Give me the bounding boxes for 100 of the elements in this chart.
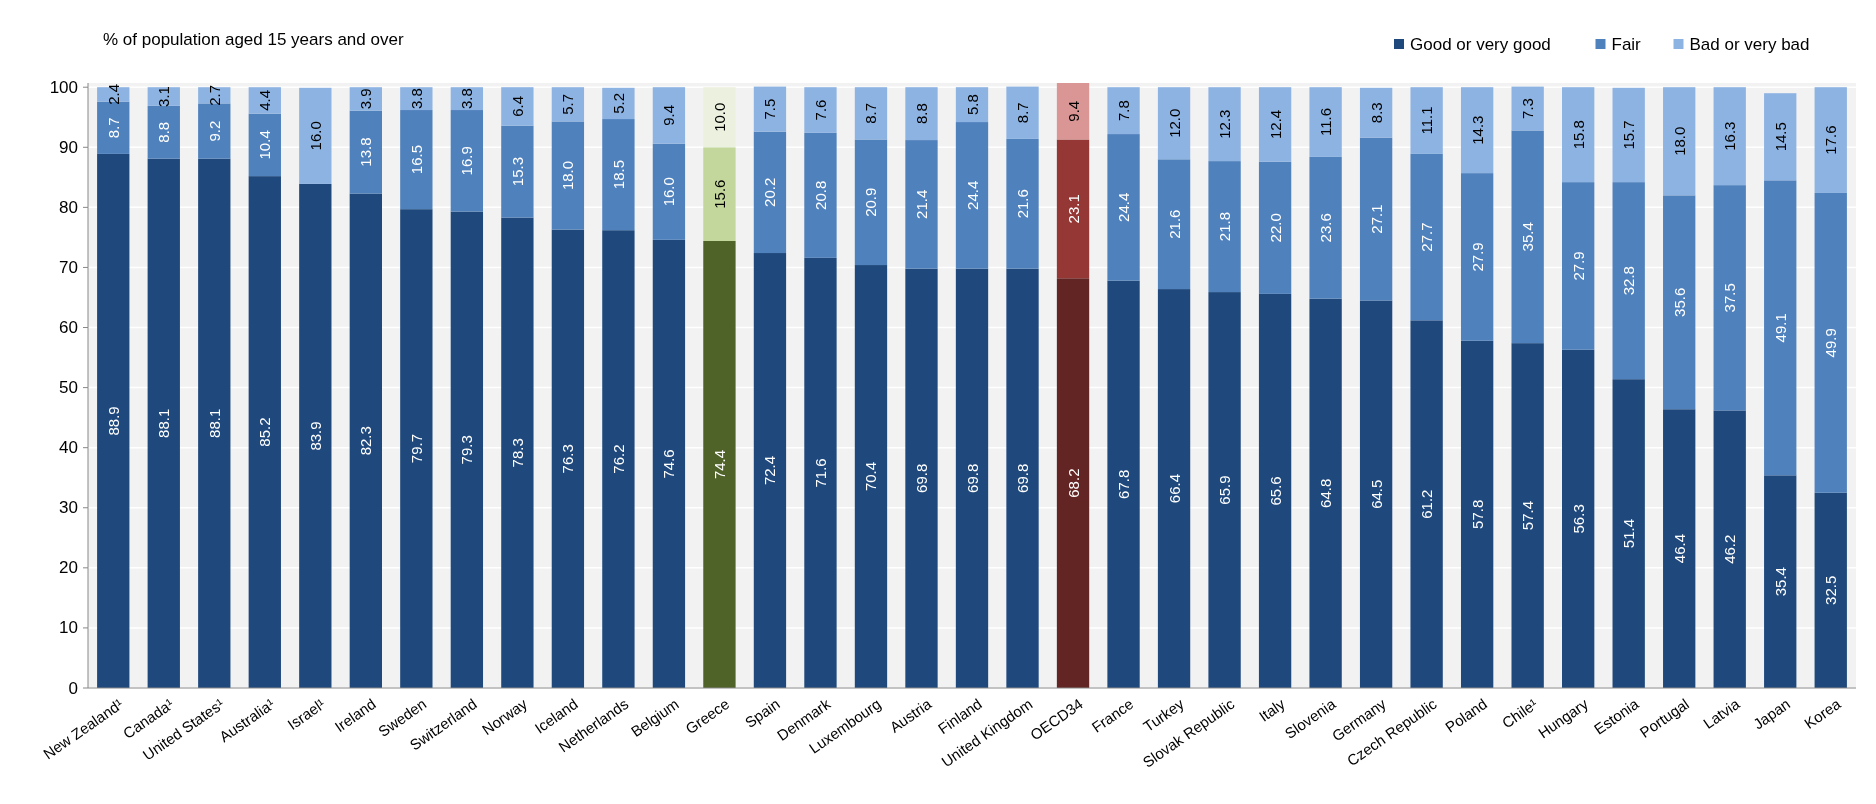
bar xyxy=(1359,300,1393,688)
bar xyxy=(1764,180,1797,476)
data-label: 2.7 xyxy=(205,84,223,106)
bar xyxy=(551,87,585,122)
data-label: 11.6 xyxy=(1317,108,1335,137)
bar xyxy=(1359,87,1393,138)
data-label: 4.4 xyxy=(256,89,274,111)
y-tick-label: 80 xyxy=(59,197,78,217)
bar xyxy=(905,87,938,141)
bar xyxy=(501,217,534,688)
data-label: 32.8 xyxy=(1620,266,1638,296)
data-label: 20.2 xyxy=(761,177,779,207)
bar xyxy=(349,193,382,688)
data-label: 16.0 xyxy=(660,177,678,207)
bar xyxy=(955,268,989,688)
data-label: 24.4 xyxy=(963,180,981,210)
data-label: 15.8 xyxy=(1569,120,1587,150)
bar xyxy=(804,257,837,688)
bar xyxy=(955,122,989,269)
bar xyxy=(1663,409,1696,688)
bar xyxy=(450,211,484,688)
bar xyxy=(753,253,787,688)
bar xyxy=(1309,87,1342,157)
bar xyxy=(1814,87,1847,193)
bar xyxy=(703,147,736,242)
data-label: 8.7 xyxy=(1014,102,1032,124)
bar xyxy=(501,87,534,126)
bar xyxy=(1208,87,1241,162)
bar xyxy=(299,183,332,688)
bar xyxy=(1157,289,1191,688)
bar xyxy=(198,103,231,159)
bar xyxy=(248,113,281,177)
y-tick-label: 0 xyxy=(68,678,78,698)
data-label: 85.2 xyxy=(256,417,274,447)
bar xyxy=(1258,87,1292,162)
data-label: 22.0 xyxy=(1266,213,1284,243)
data-label: 64.8 xyxy=(1317,478,1335,508)
data-label: 64.5 xyxy=(1367,479,1385,509)
bar xyxy=(1208,292,1241,688)
data-label: 16.9 xyxy=(458,146,476,176)
data-label: 70.4 xyxy=(862,461,880,492)
data-label: 88.1 xyxy=(155,408,173,438)
data-label: 8.8 xyxy=(155,121,173,143)
data-label: 15.3 xyxy=(508,157,526,187)
data-label: 14.5 xyxy=(1771,122,1789,152)
data-label: 15.7 xyxy=(1620,120,1638,150)
bar xyxy=(1814,192,1847,493)
bar xyxy=(1460,340,1494,688)
y-tick-label: 70 xyxy=(59,257,78,277)
data-label: 7.8 xyxy=(1115,100,1133,122)
bar xyxy=(450,110,484,212)
data-label: 82.3 xyxy=(357,426,375,456)
data-label: 65.9 xyxy=(1216,475,1234,505)
bar xyxy=(1612,87,1645,183)
bar xyxy=(1006,138,1039,269)
data-label: 17.6 xyxy=(1822,125,1840,155)
data-label: 20.9 xyxy=(862,187,880,217)
data-label: 69.8 xyxy=(1014,463,1032,493)
data-label: 8.3 xyxy=(1367,102,1385,124)
bar xyxy=(703,87,736,148)
data-label: 5.2 xyxy=(609,93,627,114)
data-label: 72.4 xyxy=(761,455,779,486)
bar xyxy=(1663,87,1696,196)
data-label: 7.6 xyxy=(811,99,829,121)
x-tick-label: Italy xyxy=(1255,694,1289,725)
bar xyxy=(905,140,938,269)
data-label: 21.6 xyxy=(1014,189,1032,219)
data-label: 49.1 xyxy=(1771,313,1789,343)
bar xyxy=(1309,156,1342,299)
bar xyxy=(753,131,787,254)
data-label: 16.5 xyxy=(407,145,425,175)
data-label: 9.4 xyxy=(1064,100,1082,122)
y-tick-label: 50 xyxy=(59,378,78,398)
bar xyxy=(1107,280,1140,688)
bar xyxy=(147,158,180,688)
legend-label: Good or very good xyxy=(1410,34,1551,54)
data-label: 9.2 xyxy=(205,120,223,142)
data-label: 15.6 xyxy=(710,179,728,209)
data-label: 18.0 xyxy=(559,160,577,191)
data-label: 24.4 xyxy=(1115,192,1133,222)
data-label: 35.4 xyxy=(1771,567,1789,597)
data-label: 68.2 xyxy=(1064,468,1082,498)
data-label: 69.8 xyxy=(912,463,930,493)
data-label: 7.3 xyxy=(1519,98,1537,119)
bar xyxy=(854,265,888,688)
data-label: 78.3 xyxy=(508,438,526,468)
data-label: 10.4 xyxy=(256,130,274,160)
y-tick-label: 20 xyxy=(59,558,78,578)
data-label: 7.5 xyxy=(761,98,779,120)
bar xyxy=(299,87,332,184)
bar xyxy=(1511,86,1544,131)
bar xyxy=(652,143,686,240)
data-label: 57.8 xyxy=(1468,499,1486,529)
bar xyxy=(602,87,635,120)
y-axis-title: % of population aged 15 years and over xyxy=(103,30,404,49)
data-label: 79.7 xyxy=(407,433,425,464)
bar xyxy=(1612,182,1645,380)
bar xyxy=(400,209,433,688)
data-label: 76.3 xyxy=(559,444,577,474)
data-label: 74.4 xyxy=(710,449,728,480)
